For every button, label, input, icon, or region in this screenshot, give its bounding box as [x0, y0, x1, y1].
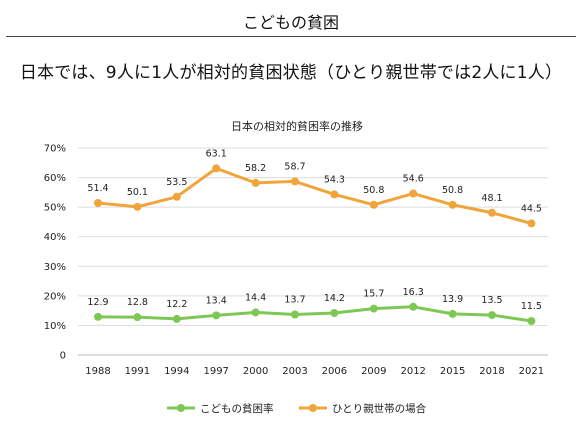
data-point — [369, 304, 378, 313]
data-label: 50.8 — [363, 185, 384, 196]
legend-label: ひとり親世帯の場合 — [332, 402, 427, 415]
data-label: 50.8 — [442, 185, 463, 196]
data-point — [172, 314, 181, 323]
y-tick-label: 0 — [60, 351, 66, 362]
data-label: 54.6 — [403, 174, 424, 185]
x-tick-label: 2021 — [519, 366, 544, 377]
data-label: 44.5 — [521, 203, 542, 214]
chart-grid — [78, 147, 548, 356]
x-axis: 1988 1991 1994 1997 2000 2003 2006 2009 2012 2015… — [85, 366, 544, 377]
data-label: 12.8 — [127, 297, 148, 308]
data-point — [172, 192, 181, 201]
data-point — [488, 208, 496, 217]
x-tick-label: 2009 — [361, 366, 386, 377]
x-tick-label: 2015 — [440, 366, 465, 377]
x-tick-label: 2018 — [479, 366, 504, 377]
data-label: 54.3 — [324, 174, 345, 185]
y-tick-label: 60% — [44, 173, 66, 184]
data-label: 14.4 — [245, 292, 266, 303]
legend-marker — [309, 404, 317, 412]
data-label: 53.5 — [166, 177, 187, 188]
data-point — [409, 189, 418, 198]
data-point — [251, 178, 260, 187]
series-0: 12.9 12.8 12.2 13.4 14.4 13.7 14.2 15.7 16.3 13.9… — [87, 287, 542, 325]
data-label: 12.2 — [166, 299, 187, 310]
data-label: 15.7 — [363, 289, 384, 300]
data-label: 14.2 — [324, 293, 345, 304]
chart-series: 12.9 12.8 12.2 13.4 14.4 13.7 14.2 15.7 16.3 13.9… — [87, 148, 542, 325]
y-tick-label: 40% — [44, 232, 66, 243]
x-tick-label: 1994 — [164, 366, 189, 377]
data-label: 58.7 — [284, 161, 305, 172]
data-label: 13.9 — [442, 294, 463, 305]
data-point — [291, 310, 299, 319]
data-point — [133, 313, 142, 322]
data-point — [251, 308, 260, 317]
data-label: 13.5 — [481, 295, 502, 306]
legend-item: こどもの貧困率 — [167, 402, 274, 415]
data-point — [291, 177, 299, 186]
y-tick-label: 10% — [44, 321, 66, 332]
x-tick-label: 2006 — [322, 366, 347, 377]
data-point — [488, 311, 496, 320]
data-point — [133, 202, 142, 211]
series-line — [96, 166, 533, 225]
x-tick-label: 1988 — [85, 366, 110, 377]
data-label: 12.9 — [87, 297, 108, 308]
y-tick-label: 30% — [44, 262, 66, 273]
data-point — [448, 309, 457, 318]
data-label: 58.2 — [245, 163, 266, 174]
x-tick-label: 1991 — [125, 366, 150, 377]
page-title: こどもの貧困 — [242, 13, 339, 32]
y-tick-label: 70% — [44, 144, 66, 155]
legend-item: ひとり親世帯の場合 — [299, 402, 427, 415]
data-label: 63.1 — [206, 148, 227, 159]
data-label: 51.4 — [87, 183, 108, 194]
data-label: 13.7 — [284, 294, 305, 305]
x-tick-label: 2003 — [282, 366, 307, 377]
x-tick-label: 2012 — [400, 366, 425, 377]
chart-title: 日本の相対的貧困率の推移 — [231, 119, 363, 133]
data-label: 13.4 — [206, 295, 227, 306]
data-point — [369, 200, 378, 209]
chart-legend: こどもの貧困率 ひとり親世帯の場合 — [167, 402, 427, 415]
data-label: 48.1 — [481, 193, 502, 204]
y-axis: 0 10% 20% 30% 40% 50% 60% 70% — [44, 144, 66, 362]
data-label: 11.5 — [521, 301, 542, 312]
legend-label: こどもの貧困率 — [200, 402, 274, 415]
data-label: 50.1 — [127, 187, 148, 198]
legend-marker — [177, 404, 185, 412]
data-point — [448, 200, 457, 209]
data-point — [330, 309, 339, 318]
series-1: 51.4 50.1 53.5 63.1 58.2 58.7 54.3 50.8 54.6 50.8… — [87, 148, 542, 228]
data-point — [212, 164, 221, 173]
data-point — [527, 219, 536, 228]
header-divider — [6, 36, 576, 37]
x-tick-label: 2000 — [243, 366, 268, 377]
x-tick-label: 1997 — [203, 366, 228, 377]
data-point — [409, 302, 418, 311]
data-point — [94, 199, 102, 208]
series-line — [96, 305, 533, 323]
data-point — [330, 190, 339, 199]
data-point — [527, 316, 536, 325]
data-point — [94, 312, 102, 321]
data-point — [212, 311, 221, 320]
y-tick-label: 20% — [44, 291, 66, 302]
headline: 日本では、9人に1人が相対的貧困状態（ひとり親世帯では2人に1人） — [19, 63, 563, 83]
y-tick-label: 50% — [44, 203, 66, 214]
data-label: 16.3 — [403, 287, 424, 298]
